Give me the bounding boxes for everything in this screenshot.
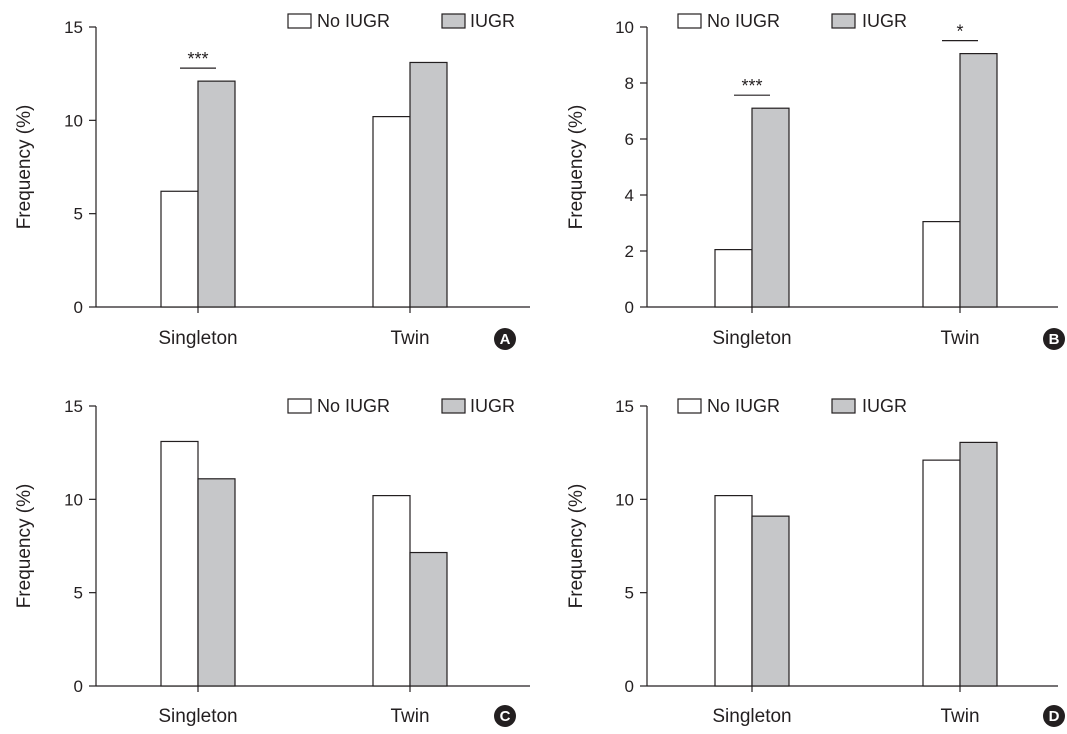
y-tick-label: 10 [64, 111, 83, 130]
legend-label-no-iugr: No IUGR [317, 11, 390, 31]
legend-swatch-iugr [441, 398, 466, 414]
panel-badge [1043, 705, 1065, 727]
y-tick-label: 15 [615, 397, 634, 416]
legend-label-no-iugr: No IUGR [317, 396, 390, 416]
y-axis-label: Frequency (%) [566, 105, 587, 230]
bar-singleton-iugr [751, 515, 790, 687]
bar-singleton-iugr [751, 107, 790, 308]
x-tick-label: Twin [390, 328, 429, 349]
legend-swatch-iugr [831, 13, 856, 29]
x-tick-label: Twin [940, 328, 979, 349]
panel-badge [1043, 328, 1065, 350]
x-tick-label: Singleton [712, 706, 791, 727]
bar-twin-iugr [409, 551, 448, 687]
x-tick-label: Singleton [158, 706, 237, 727]
y-tick-label: 0 [625, 298, 634, 317]
panel-badge-letter: A [500, 331, 511, 348]
significance-label: *** [187, 49, 208, 69]
bar-twin-iugr [409, 61, 448, 308]
y-tick-label: 10 [615, 490, 634, 509]
bar-twin-iugr [959, 441, 998, 687]
legend-label-no-iugr: No IUGR [707, 396, 780, 416]
panel-badge [494, 705, 516, 727]
y-tick-label: 0 [74, 298, 83, 317]
y-axis-label: Frequency (%) [14, 105, 35, 230]
x-tick-label: Singleton [158, 328, 237, 349]
bar-twin-no-iugr [922, 221, 961, 308]
y-tick-label: 8 [625, 74, 634, 93]
legend-swatch-no-iugr [287, 398, 312, 414]
legend: No IUGR IUGR [677, 396, 907, 416]
y-tick-label: 2 [625, 242, 634, 261]
bar-singleton-iugr [197, 80, 236, 308]
legend-label-iugr: IUGR [862, 396, 907, 416]
chart-panel-d: 0 5 10 15 Frequency (%) Singleton Twin No IUGR I… [566, 396, 1065, 727]
bar-twin-no-iugr [922, 459, 961, 687]
legend-label-iugr: IUGR [470, 396, 515, 416]
legend-swatch-no-iugr [677, 13, 702, 29]
panel-badge [494, 328, 516, 350]
y-tick-label: 10 [615, 18, 634, 37]
x-tick-label: Twin [940, 706, 979, 727]
legend-label-iugr: IUGR [862, 11, 907, 31]
legend-label-iugr: IUGR [470, 11, 515, 31]
legend-swatch-iugr [831, 398, 856, 414]
legend: No IUGR IUGR [677, 11, 907, 31]
y-tick-label: 15 [64, 18, 83, 37]
bar-twin-no-iugr [372, 115, 411, 308]
legend: No IUGR IUGR [287, 11, 515, 31]
panel-badge-letter: C [500, 708, 511, 725]
y-tick-label: 6 [625, 130, 634, 149]
significance-label: *** [741, 76, 762, 96]
bar-singleton-no-iugr [160, 190, 199, 308]
y-tick-label: 0 [625, 677, 634, 696]
legend: No IUGR IUGR [287, 396, 515, 416]
x-tick-label: Singleton [712, 328, 791, 349]
y-tick-label: 5 [74, 205, 83, 224]
y-tick-label: 4 [625, 186, 634, 205]
bar-singleton-no-iugr [714, 249, 753, 308]
y-tick-label: 15 [64, 397, 83, 416]
y-tick-label: 5 [625, 584, 634, 603]
legend-swatch-no-iugr [677, 398, 702, 414]
bar-twin-no-iugr [372, 495, 411, 687]
legend-label-no-iugr: No IUGR [707, 11, 780, 31]
y-axis-label: Frequency (%) [14, 484, 35, 609]
chart-panel-c: 0 5 10 15 Frequency (%) Singleton Twin No IUGR I… [14, 396, 530, 727]
chart-panel-a: 0 5 10 15 Frequency (%) Singleton Twin *** No IU… [14, 11, 530, 350]
bar-singleton-iugr [197, 478, 236, 687]
bar-singleton-no-iugr [714, 495, 753, 687]
y-tick-label: 5 [74, 584, 83, 603]
significance-label: * [956, 22, 963, 42]
panel-badge-letter: D [1049, 708, 1060, 725]
legend-swatch-iugr [441, 13, 466, 29]
y-tick-label: 10 [64, 490, 83, 509]
x-tick-label: Twin [390, 706, 429, 727]
y-tick-label: 0 [74, 677, 83, 696]
y-axis-label: Frequency (%) [566, 484, 587, 609]
panel-badge-letter: B [1049, 331, 1060, 348]
bar-singleton-no-iugr [160, 440, 199, 687]
legend-swatch-no-iugr [287, 13, 312, 29]
bar-twin-iugr [959, 52, 998, 308]
